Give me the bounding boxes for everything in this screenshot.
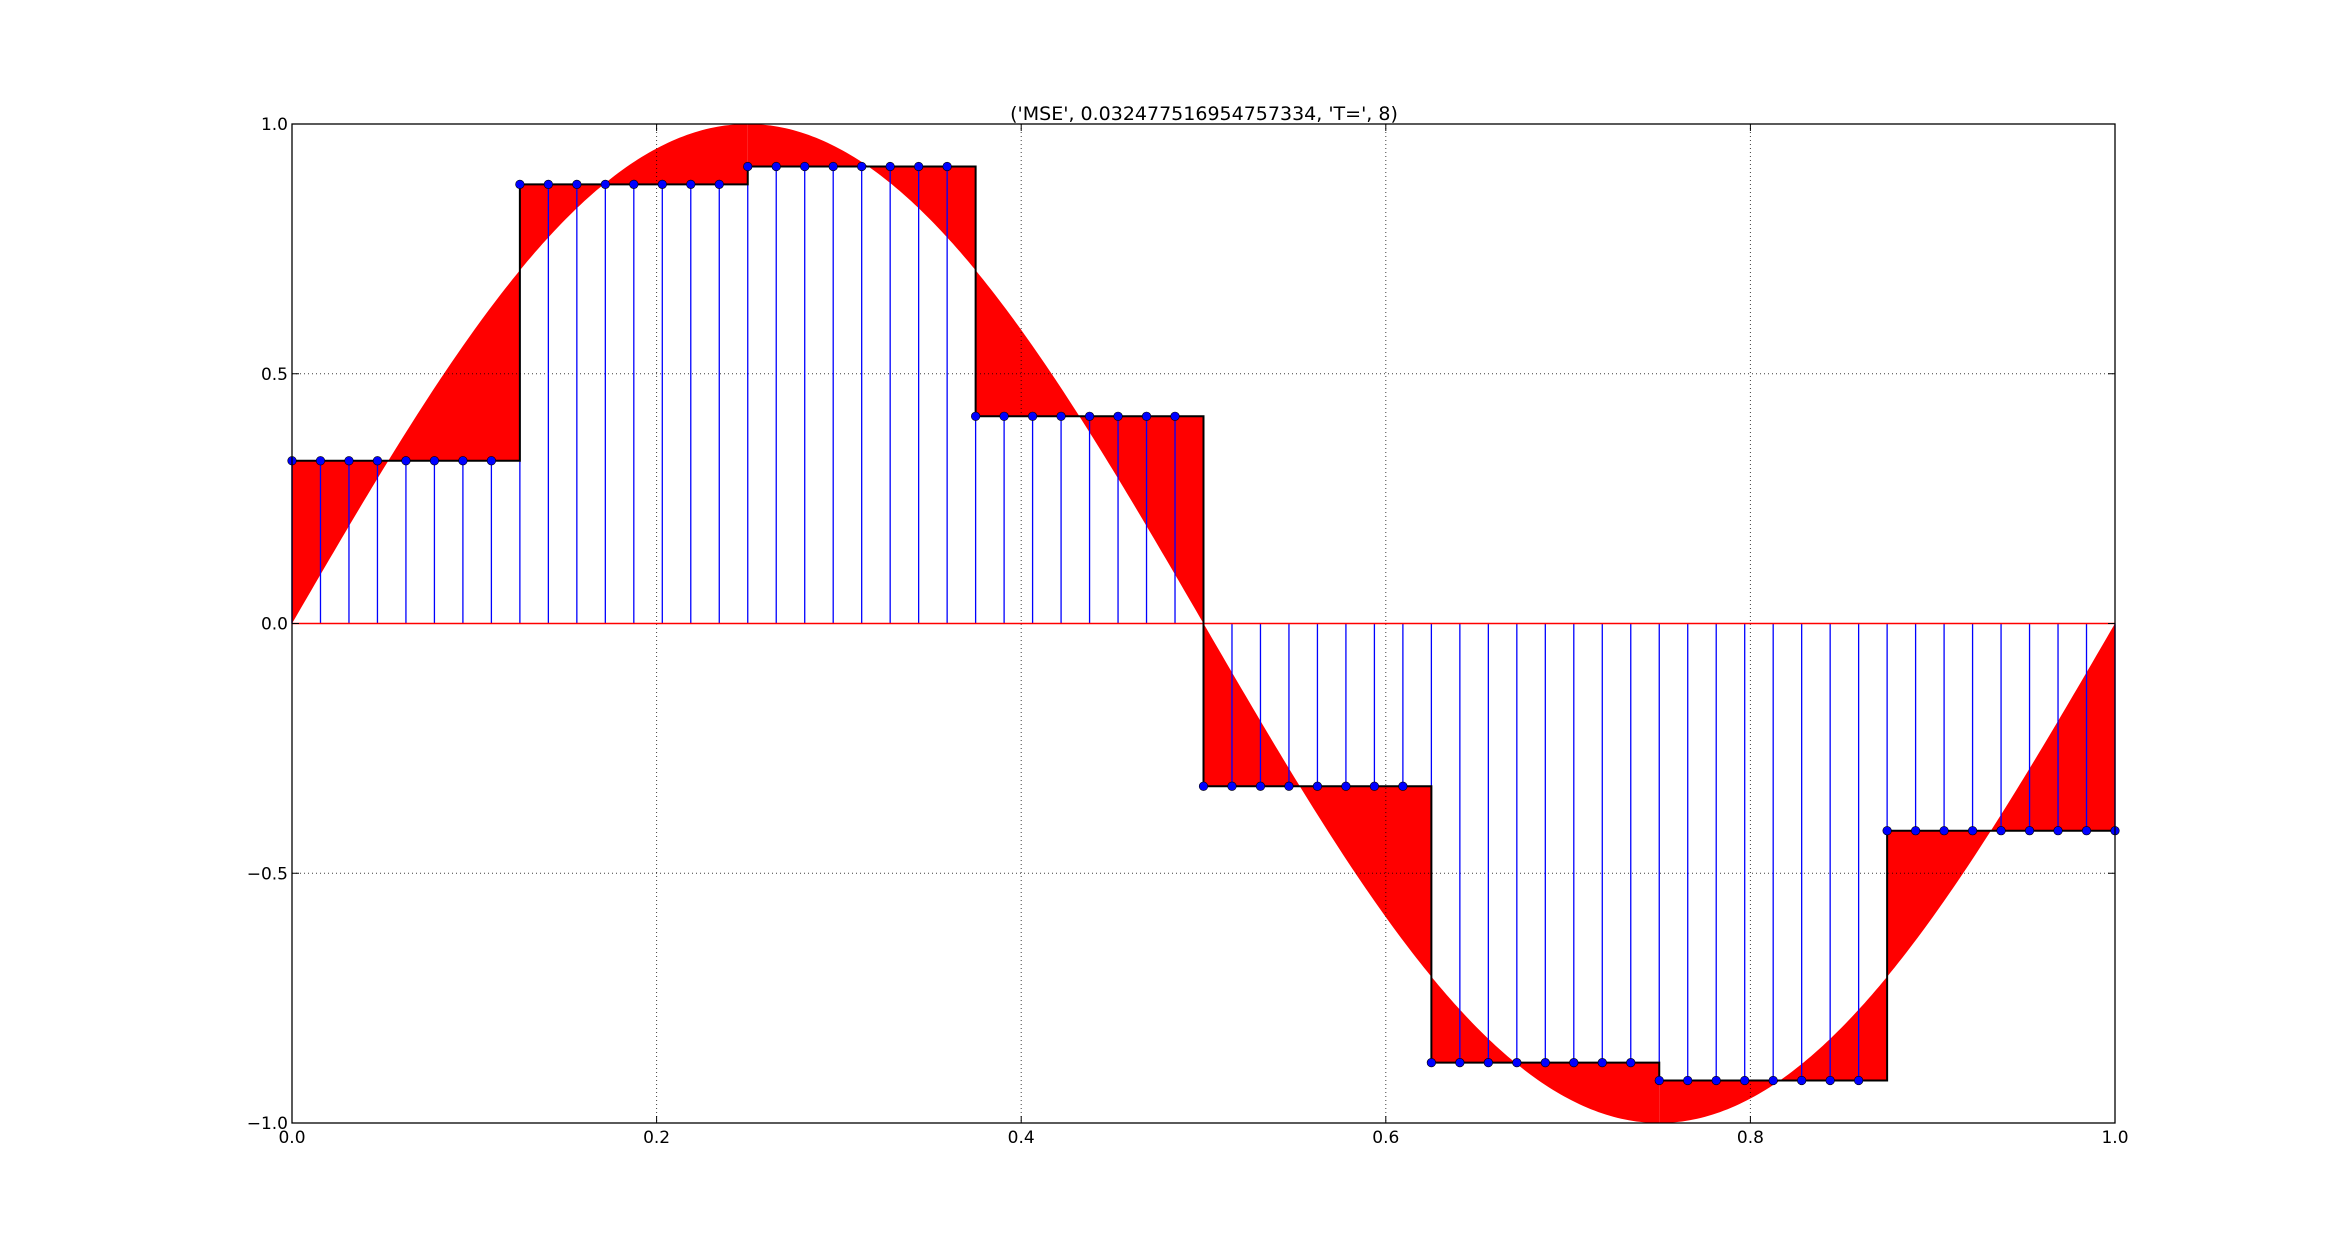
data-point — [1455, 1058, 1465, 1068]
y-tick-label: 1.0 — [261, 115, 288, 135]
data-point — [1141, 411, 1152, 421]
data-point — [1170, 411, 1180, 421]
chart-title: ('MSE', 0.032477516954757334, 'T=', 8) — [1010, 103, 1398, 125]
data-point — [543, 179, 553, 189]
x-tick-label: 0.4 — [1008, 1128, 1035, 1148]
data-point — [2024, 826, 2035, 836]
x-tick-label: 0.2 — [643, 1128, 670, 1148]
data-point — [1198, 781, 1209, 791]
data-point — [1084, 411, 1095, 421]
data-point — [315, 456, 326, 466]
data-point — [572, 179, 582, 189]
marker-layer — [287, 161, 2120, 1086]
data-point — [657, 179, 667, 189]
data-point — [1882, 826, 1892, 836]
data-point — [2081, 826, 2092, 836]
data-point — [1825, 1075, 1835, 1086]
data-point — [999, 411, 1009, 421]
data-point — [1654, 1075, 1664, 1086]
data-point — [1854, 1075, 1864, 1086]
data-point — [828, 161, 838, 172]
data-point — [429, 456, 440, 466]
data-point — [771, 161, 781, 172]
x-tick-label: 0.8 — [1737, 1128, 1764, 1148]
data-point — [1398, 781, 1408, 791]
data-point — [1341, 781, 1351, 791]
data-point — [1426, 1058, 1436, 1068]
x-tick-label: 0.0 — [278, 1128, 305, 1148]
data-point — [971, 411, 981, 421]
data-point — [1683, 1075, 1693, 1086]
data-point — [1227, 781, 1237, 791]
data-point — [914, 161, 924, 172]
data-point — [1569, 1058, 1579, 1068]
axis-ticks: 0.0 0.2 0.4 0.6 0.8 1.0 1.0 0.5 0.0 −0.5 −1.0 — [247, 115, 2129, 1148]
data-point — [942, 161, 952, 172]
error-fill-segment — [1887, 623, 2115, 977]
data-point — [1768, 1075, 1778, 1086]
data-point — [1911, 826, 1921, 836]
data-point — [1597, 1058, 1607, 1068]
data-point — [686, 179, 696, 189]
error-fill-segment — [975, 270, 1204, 624]
data-point — [1512, 1058, 1522, 1068]
data-point — [1540, 1058, 1550, 1068]
data-point — [1967, 826, 1978, 836]
data-point — [1312, 781, 1323, 791]
data-point — [1369, 781, 1380, 791]
data-point — [1483, 1058, 1493, 1068]
error-fill-segment — [1431, 976, 1660, 1123]
data-point — [2053, 826, 2063, 836]
error-fill-segment — [1659, 976, 1888, 1123]
y-tick-label: −1.0 — [247, 1114, 288, 1134]
data-point — [1740, 1075, 1750, 1086]
error-fill-layer — [292, 124, 2115, 1123]
data-point — [1027, 411, 1038, 421]
data-point — [1113, 411, 1123, 421]
data-point — [1939, 826, 1949, 836]
x-tick-label: 0.6 — [1372, 1128, 1399, 1148]
data-point — [515, 179, 525, 189]
error-fill-segment — [519, 124, 748, 271]
data-point — [372, 456, 383, 466]
y-tick-label: 0.5 — [261, 365, 288, 385]
error-fill-segment — [292, 270, 520, 624]
data-point — [458, 456, 468, 466]
data-point — [1797, 1075, 1807, 1086]
data-point — [629, 179, 639, 189]
y-tick-label: 0.0 — [261, 615, 288, 635]
error-fill-segment — [1203, 623, 1432, 977]
x-tick-label: 1.0 — [2101, 1128, 2128, 1148]
gridlines — [292, 124, 2115, 1123]
data-point — [1626, 1058, 1636, 1068]
data-point — [1056, 411, 1066, 421]
error-fill-segment — [747, 124, 976, 271]
data-point — [1284, 781, 1294, 791]
data-point — [600, 179, 610, 189]
data-point — [885, 161, 895, 172]
data-point — [486, 456, 496, 466]
data-point — [1255, 781, 1266, 791]
data-point — [857, 161, 867, 172]
data-point — [800, 161, 810, 172]
data-point — [401, 456, 411, 466]
data-point — [1996, 826, 2006, 836]
data-point — [1711, 1075, 1721, 1086]
data-point — [714, 179, 724, 189]
y-tick-label: −0.5 — [247, 864, 288, 884]
data-point — [743, 161, 753, 172]
data-point — [344, 456, 354, 466]
